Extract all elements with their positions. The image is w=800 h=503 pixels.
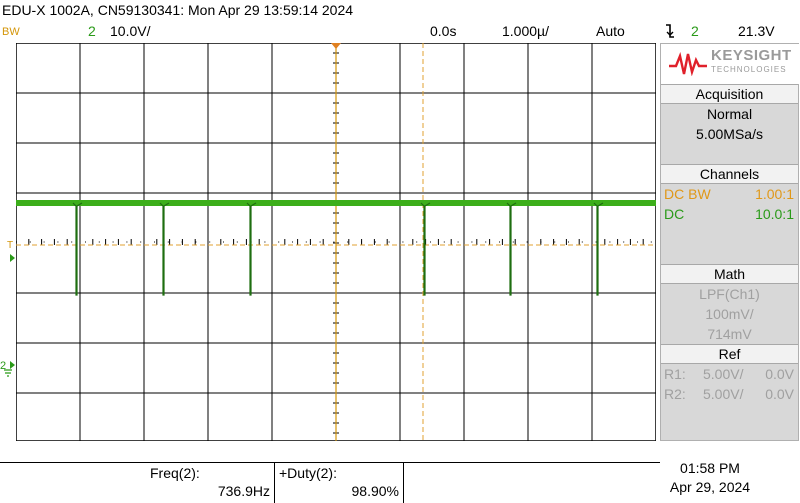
ground-icon <box>4 369 12 377</box>
ch2-pulse-dip <box>246 202 257 296</box>
acquisition-rate: 5.00MSa/s <box>696 126 763 142</box>
ref-header[interactable]: Ref <box>661 344 798 364</box>
acquisition-header[interactable]: Acquisition <box>661 84 798 104</box>
time-scale[interactable]: 1.000µ/ <box>502 23 549 39</box>
ch2-pulse-dip <box>506 202 517 296</box>
trigger-source[interactable]: 2 <box>691 23 699 39</box>
ch2-probe[interactable]: 10.0:1 <box>755 206 794 222</box>
clock-time: 01:58 PM <box>680 460 740 476</box>
ch2-pulse-dip <box>159 202 170 296</box>
ch2-waveform-band <box>16 200 656 206</box>
ch2-vertical-scale[interactable]: 10.0V/ <box>110 23 151 39</box>
trigger-level[interactable]: 21.3V <box>738 23 775 39</box>
ch2-ground-marker: 2 <box>0 360 6 372</box>
ref-r1-offset: 0.0V <box>765 366 794 382</box>
clock: 01:58 PM Apr 29, 2024 <box>650 459 770 497</box>
side-panel: KEYSIGHT TECHNOLOGIES Acquisition Normal… <box>660 43 800 441</box>
ref-r1-scale: 5.00V/ <box>703 366 744 382</box>
trigger-mode[interactable]: Auto <box>596 23 625 39</box>
trigger-position-marker <box>331 43 341 49</box>
math-offset: 714mV <box>707 326 752 342</box>
freq-value: 736.9Hz <box>217 483 270 499</box>
ch1-bw-label[interactable]: BW <box>2 26 20 38</box>
math-header[interactable]: Math <box>661 264 798 284</box>
keysight-wave-icon <box>669 52 707 76</box>
duty-label: +Duty(2): <box>279 465 337 481</box>
duty-value: 98.90% <box>351 483 399 499</box>
waveform-display[interactable] <box>16 43 656 441</box>
status-bar: BW 2 10.0V/ 0.0s 1.000µ/ Auto 2 21.3V <box>0 21 800 43</box>
math-function: LPF(Ch1) <box>699 286 760 302</box>
ch2-number[interactable]: 2 <box>88 23 96 39</box>
logo-sub: TECHNOLOGIES <box>711 65 787 74</box>
acquisition-mode: Normal <box>706 106 753 122</box>
measurement-divider <box>0 462 660 463</box>
ch2-arrow-icon <box>10 361 15 369</box>
ref-r2-label: R2: <box>664 386 686 402</box>
time-position[interactable]: 0.0s <box>430 23 457 39</box>
keysight-logo: KEYSIGHT TECHNOLOGIES <box>661 44 800 84</box>
trigger-level-marker: T <box>7 240 13 251</box>
ch2-pulse-dip <box>420 202 431 296</box>
ref-r2-scale: 5.00V/ <box>703 386 744 402</box>
title-text: EDU-X 1002A, CN59130341: Mon Apr 29 13:5… <box>2 2 354 18</box>
ch2-pulse-dip <box>593 202 604 296</box>
ref-r1-label: R1: <box>664 366 686 382</box>
freq-label: Freq(2): <box>150 465 200 481</box>
freq-measurement[interactable]: Freq(2): 736.9Hz <box>146 463 275 503</box>
ch1-coupling[interactable]: DC BW <box>664 186 711 202</box>
math-scale: 100mV/ <box>705 306 754 322</box>
ch2-pulse-dip <box>72 202 83 296</box>
channels-header[interactable]: Channels <box>661 164 798 184</box>
duty-measurement[interactable]: +Duty(2): 98.90% <box>275 463 404 503</box>
logo-name: KEYSIGHT <box>711 47 792 64</box>
title-bar: EDU-X 1002A, CN59130341: Mon Apr 29 13:5… <box>0 0 800 20</box>
measurement-bar: Freq(2): 736.9Hz +Duty(2): 98.90% 01:58 … <box>0 443 800 503</box>
ref-r2-offset: 0.0V <box>765 386 794 402</box>
ch1-probe[interactable]: 1.00:1 <box>755 186 794 202</box>
channel-markers: T 2 <box>0 240 15 377</box>
clock-date: Apr 29, 2024 <box>669 479 751 495</box>
falling-edge-icon[interactable] <box>664 23 676 42</box>
ch2-coupling[interactable]: DC <box>664 206 685 222</box>
trigger-arrow-icon <box>10 254 15 262</box>
